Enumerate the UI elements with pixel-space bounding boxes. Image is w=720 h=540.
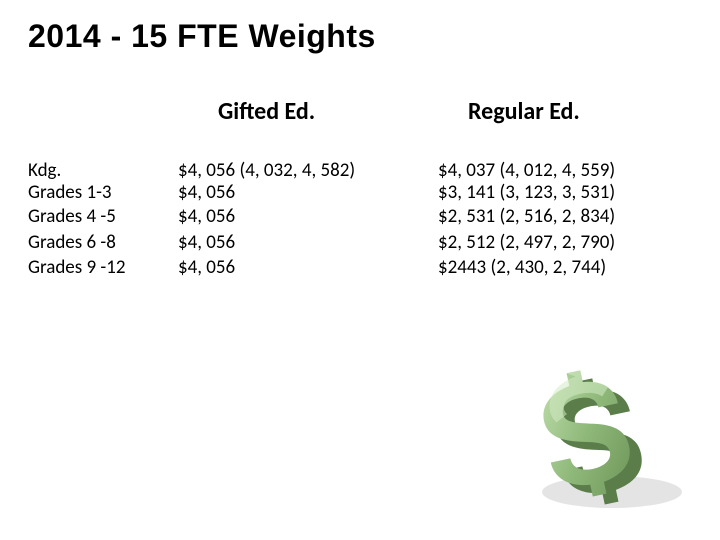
table-row: Grades 9 -12 $4, 056 $2443 (2, 430, 2, 7… — [28, 257, 692, 279]
regular-value: $2, 531 (2, 516, 2, 834) — [438, 206, 692, 228]
slide-title: 2014 - 15 FTE Weights — [28, 18, 692, 55]
gifted-value: $4, 056 — [178, 257, 438, 279]
regular-value: $2, 512 (2, 497, 2, 790) — [438, 232, 692, 254]
column-headers: Gifted Ed. Regular Ed. — [28, 97, 692, 126]
regular-value: $2443 (2, 430, 2, 744) — [438, 257, 692, 279]
header-gifted: Gifted Ed. — [178, 97, 438, 126]
data-table: Kdg.Grades 1-3 $4, 056 (4, 032, 4, 582) … — [28, 160, 692, 279]
dollar-sign-icon — [502, 357, 692, 512]
gifted-value: $4, 056 — [178, 206, 438, 228]
header-spacer — [28, 97, 178, 126]
row-label: Grades 9 -12 — [28, 257, 178, 279]
regular-value: $4, 037 (4, 012, 4, 559) $3, 141 (3, 123… — [438, 160, 692, 204]
header-regular: Regular Ed. — [438, 97, 692, 126]
table-row: Grades 4 -5 $4, 056 $2, 531 (2, 516, 2, … — [28, 206, 692, 228]
table-row: Grades 6 -8 $4, 056 $2, 512 (2, 497, 2, … — [28, 232, 692, 254]
row-label: Kdg.Grades 1-3 — [28, 160, 178, 204]
slide: 2014 - 15 FTE Weights Gifted Ed. Regular… — [0, 0, 720, 540]
gifted-value: $4, 056 — [178, 232, 438, 254]
gifted-value: $4, 056 (4, 032, 4, 582) $4, 056 — [178, 160, 438, 204]
row-label: Grades 6 -8 — [28, 232, 178, 254]
table-row: Kdg.Grades 1-3 $4, 056 (4, 032, 4, 582) … — [28, 160, 692, 204]
row-label: Grades 4 -5 — [28, 206, 178, 228]
